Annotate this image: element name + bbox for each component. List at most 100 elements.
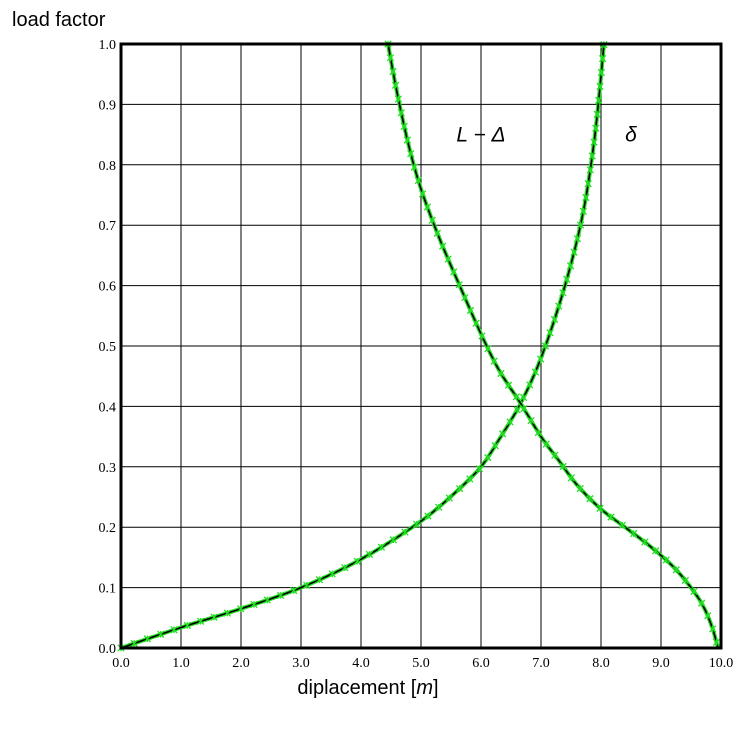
data-point-marker: [641, 538, 649, 546]
y-tick-label: 0.8: [99, 159, 117, 174]
data-point-marker: [438, 242, 447, 250]
data-point-marker: [534, 428, 543, 437]
data-point-marker: [400, 122, 408, 131]
data-point-marker: [586, 495, 594, 503]
data-point-marker: [391, 81, 400, 89]
x-tick-label: 7.0: [532, 656, 550, 671]
data-point-marker: [412, 520, 421, 528]
y-tick-label: 0.2: [99, 521, 117, 536]
tick-labels: 0.0 1.0 2.0 3.0 4.0 5.0 6.0 7.0 8.0 9.0 10.0 0.0 0.1…: [99, 38, 734, 671]
data-point-marker: [475, 465, 484, 473]
data-point-marker: [697, 599, 706, 607]
data-point-marker: [550, 315, 559, 324]
data-point-marker: [593, 110, 601, 118]
data-point-marker: [527, 416, 535, 425]
data-point-marker: [130, 639, 138, 648]
data-point-marker: [498, 430, 507, 438]
data-point-marker: [598, 54, 607, 63]
data-point-marker: [542, 440, 550, 448]
data-point-marker: [490, 357, 498, 365]
data-point-marker: [484, 344, 492, 353]
data-point-marker: [210, 613, 218, 621]
data-point-marker: [455, 281, 463, 289]
data-point-marker: [584, 180, 592, 188]
data-point-marker: [377, 543, 386, 551]
data-point-marker: [435, 503, 443, 511]
data-point-marker: [576, 221, 585, 229]
data-point-marker: [566, 262, 575, 270]
data-point-marker: [536, 355, 545, 363]
curve-annotation: L − Δ: [456, 124, 505, 147]
data-point-marker: [407, 149, 415, 158]
data-point-marker: [586, 166, 594, 174]
data-point-marker: [389, 536, 397, 544]
x-tick-label: 9.0: [652, 656, 670, 671]
x-tick-label: 6.0: [472, 656, 490, 671]
data-point-marker: [223, 609, 232, 617]
data-point-marker: [386, 54, 395, 62]
data-point-marker: [466, 306, 475, 315]
data-point-marker: [423, 203, 432, 211]
data-point-marker: [315, 576, 324, 584]
data-point-marker: [607, 513, 615, 521]
data-point-marker: [526, 381, 534, 389]
data-point-marker: [276, 591, 285, 600]
data-point-marker: [472, 319, 480, 327]
data-markers: [117, 40, 721, 652]
x-tick-label: 10.0: [709, 656, 734, 671]
data-point-marker: [302, 581, 311, 589]
x-axis-title-suffix: ]: [433, 677, 439, 699]
data-point-marker: [618, 521, 627, 529]
data-point-marker: [414, 176, 422, 185]
data-point-marker: [403, 136, 412, 144]
data-point-marker: [401, 528, 409, 536]
data-point-marker: [681, 576, 690, 585]
x-axis-title-unit: m: [416, 677, 433, 699]
data-point-marker: [328, 570, 336, 578]
data-point-marker: [551, 451, 559, 459]
data-point-marker: [157, 630, 165, 638]
data-point-marker: [582, 193, 590, 202]
data-point-marker: [531, 368, 540, 376]
data-point-marker: [690, 587, 698, 596]
data-point-marker: [424, 512, 432, 520]
data-point-marker: [590, 138, 598, 146]
data-point-marker: [353, 557, 361, 565]
x-tick-label: 1.0: [172, 656, 190, 671]
data-point-marker: [573, 234, 582, 243]
data-point-marker: [365, 550, 374, 559]
x-tick-label: 8.0: [592, 656, 610, 671]
plot-frame: [119, 42, 723, 650]
data-point-marker: [196, 617, 205, 625]
data-point-marker: [419, 190, 427, 198]
data-point-marker: [444, 255, 452, 263]
data-point-marker: [504, 381, 513, 389]
data-point-marker: [389, 67, 397, 76]
data-point-marker: [410, 163, 418, 171]
x-tick-label: 2.0: [232, 656, 250, 671]
data-point-marker: [397, 109, 405, 117]
data-point-marker: [629, 529, 638, 538]
data-point-marker: [170, 626, 178, 634]
data-point-marker: [520, 404, 528, 413]
data-point-marker: [497, 369, 505, 378]
data-point-marker: [546, 329, 554, 337]
data-point-marker: [450, 268, 458, 276]
data-point-marker: [559, 462, 567, 471]
data-point-marker: [559, 289, 567, 297]
data-point-marker: [563, 275, 571, 283]
data-point-marker: [596, 504, 604, 512]
y-axis-title: load factor: [12, 9, 106, 31]
data-point-marker: [595, 96, 603, 105]
x-tick-label: 5.0: [412, 656, 430, 671]
data-point-marker: [592, 124, 600, 132]
curve-annotation: δ: [625, 124, 637, 147]
data-point-marker: [712, 638, 721, 646]
data-point-marker: [428, 216, 436, 224]
data-point-marker: [519, 393, 528, 402]
y-tick-label: 0.4: [99, 400, 117, 415]
data-point-marker: [263, 596, 271, 604]
data-point-marker: [445, 494, 453, 502]
